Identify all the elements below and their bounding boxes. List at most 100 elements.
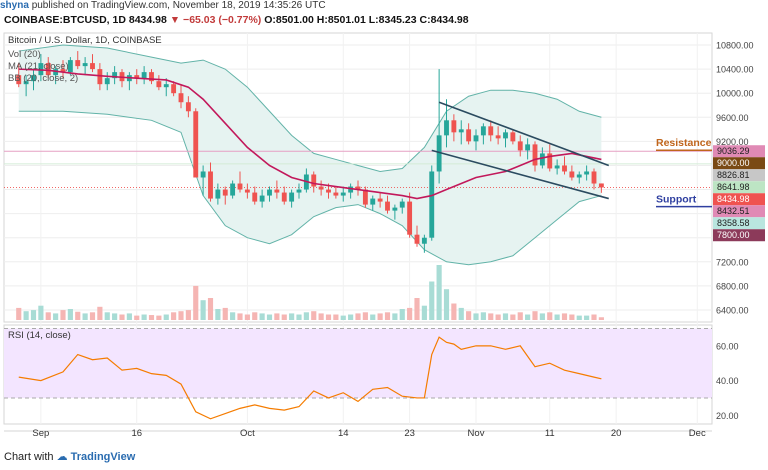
price-change: ▼ −65.03 (−0.77%)	[169, 14, 262, 26]
legend-entry: BB (20, close, 2)	[8, 73, 78, 84]
bollinger-lower-line	[18, 110, 602, 266]
price-tag	[713, 217, 765, 230]
time-tick-label: 14	[338, 428, 349, 439]
candle-body	[171, 84, 177, 94]
candle-body	[466, 129, 472, 142]
volume-bar	[134, 315, 140, 320]
candle-body	[318, 186, 324, 190]
candle-body	[554, 165, 560, 169]
price-pane-frame	[3, 32, 713, 323]
candle-body	[362, 189, 368, 205]
volume-bar	[296, 314, 302, 320]
volume-bar	[421, 305, 427, 320]
volume-bar	[222, 307, 228, 320]
volume-bar	[384, 312, 391, 320]
footer-brand[interactable]: TradingView	[70, 451, 136, 463]
volume-bar	[554, 314, 560, 320]
candle-body	[296, 189, 302, 193]
volume-bar	[407, 307, 413, 320]
legend-entry: MA (21, close)	[8, 61, 69, 72]
volume-bar	[45, 312, 51, 320]
rsi-tick-label: 20.00	[716, 411, 739, 421]
candle-body	[156, 81, 162, 88]
volume-bar	[495, 314, 501, 320]
publish-line: shyna published on TradingView.com, Nove…	[0, 0, 768, 13]
volume-bar	[237, 313, 243, 320]
price-tag-label: 9000.00	[717, 158, 750, 168]
volume-bar	[53, 313, 59, 320]
candle-body	[399, 201, 405, 208]
price-tag-label: 8432.51	[717, 206, 750, 216]
candle-body	[90, 63, 95, 70]
candle-body	[215, 189, 221, 199]
volume-bar	[547, 312, 553, 320]
candle-body	[562, 165, 567, 172]
candle-body	[185, 102, 191, 112]
publisher-name[interactable]: shyna	[0, 0, 29, 11]
volume-bar	[392, 313, 398, 320]
candle-body	[480, 126, 486, 136]
rsi-line	[18, 336, 602, 420]
price-tag	[713, 181, 765, 194]
candle-body	[503, 132, 508, 139]
footer-prefix: Chart with	[4, 451, 54, 463]
candle-body	[23, 81, 29, 85]
candle-body	[53, 69, 59, 76]
volume-bar	[517, 312, 523, 320]
volume-bar	[89, 312, 96, 320]
candle-body	[458, 129, 464, 133]
candle-body	[576, 174, 582, 178]
volume-bar	[399, 309, 405, 320]
price-tick-label: 9600.00	[716, 113, 749, 123]
price-tag-label: 8826.81	[717, 170, 750, 180]
legend-entry: Vol (20)	[8, 49, 41, 60]
volume-bar	[75, 311, 81, 320]
price-tick-label: 9200.00	[716, 137, 749, 147]
volume-bar	[348, 314, 354, 320]
footer: Chart with ☁ TradingView	[4, 450, 135, 468]
volume-bar	[532, 311, 538, 320]
candle-body	[598, 183, 604, 188]
volume-bar	[340, 315, 346, 320]
candle-body	[274, 189, 280, 193]
volume-bar	[325, 314, 332, 320]
volume-bar	[480, 312, 486, 320]
volume-bar	[215, 309, 221, 320]
candle-body	[355, 186, 361, 190]
candle-body	[340, 192, 346, 196]
time-tick-label: 20	[611, 428, 622, 439]
channel-lower-line	[431, 149, 609, 200]
volume-bar	[156, 315, 162, 320]
volume-bar	[510, 314, 516, 320]
rsi-tick-label: 40.00	[716, 376, 739, 386]
price-tag	[713, 229, 765, 242]
tradingview-logo-icon: ☁	[56, 451, 68, 463]
candle-body	[97, 69, 103, 85]
ohlc-line: COINBASE:BTCUSD, 1D 8434.98 ▼ −65.03 (−0…	[4, 14, 764, 28]
time-tick-label: Nov	[468, 428, 485, 439]
candle-body	[163, 84, 169, 88]
volume-bar	[60, 310, 66, 320]
time-tick-label: 16	[131, 428, 142, 439]
candle-body	[82, 63, 88, 67]
volume-bar	[112, 313, 118, 320]
volume-bar	[466, 311, 472, 320]
volume-bar	[451, 303, 457, 320]
candle-body	[532, 144, 538, 166]
price-tag-label: 8358.58	[717, 218, 750, 228]
volume-bar	[591, 314, 597, 320]
volume-bar	[414, 298, 420, 320]
candle-body	[385, 201, 390, 211]
volume-bar	[259, 313, 265, 320]
volume-bar	[200, 300, 206, 320]
volume-bar	[266, 314, 273, 320]
candle-body	[60, 69, 66, 73]
volume-bar	[377, 313, 383, 320]
volume-bar	[488, 313, 494, 320]
candle-body	[104, 78, 110, 85]
bollinger-upper-line	[18, 44, 602, 172]
volume-bar	[561, 313, 568, 320]
resistance-label: Resistance	[656, 137, 712, 149]
